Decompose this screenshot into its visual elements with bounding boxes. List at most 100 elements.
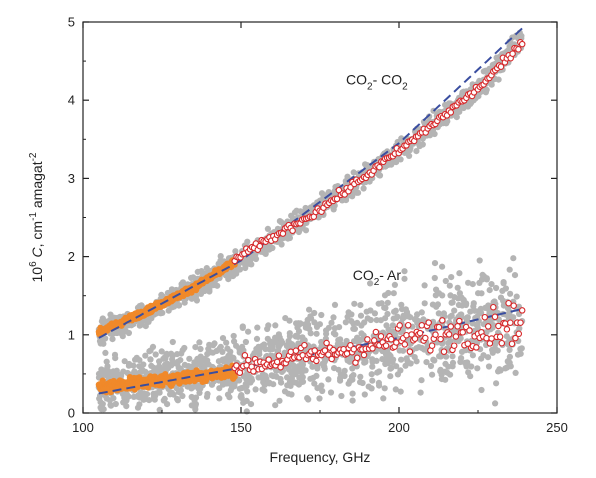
averaged-point-co2-ar: [246, 357, 251, 362]
raw-point-co2-ar: [397, 347, 403, 353]
annotation-text: - CO: [373, 72, 403, 88]
raw-point-co2-ar: [325, 376, 331, 382]
raw-point-co2-ar: [358, 322, 364, 328]
raw-point-co2-ar: [504, 333, 510, 339]
raw-point-co2-ar: [305, 325, 311, 331]
raw-point-co2-co2: [484, 87, 490, 93]
raw-point-co2-ar: [367, 307, 373, 313]
averaged-point-co2-ar: [293, 348, 298, 353]
raw-point-co2-ar: [104, 359, 110, 365]
raw-point-co2-co2: [143, 323, 149, 329]
averaged-point-co2-ar: [499, 341, 504, 346]
raw-point-co2-ar: [305, 396, 311, 402]
raw-point-co2-ar: [223, 359, 229, 365]
raw-point-co2-ar: [436, 290, 442, 296]
averaged-point-co2-ar: [383, 343, 388, 348]
raw-point-co2-ar: [369, 356, 375, 362]
raw-point-co2-ar: [295, 334, 301, 340]
raw-point-co2-ar: [296, 382, 302, 388]
raw-point-co2-ar: [414, 358, 420, 364]
raw-point-co2-ar: [442, 377, 448, 383]
raw-point-co2-ar: [457, 290, 463, 296]
averaged-point-co2-ar: [370, 346, 375, 351]
raw-point-co2-ar: [243, 376, 249, 382]
averaged-point-co2-ar: [491, 305, 496, 310]
raw-point-co2-ar: [270, 344, 276, 350]
raw-point-co2-ar: [286, 318, 292, 324]
raw-point-co2-ar: [460, 297, 466, 303]
raw-point-co2-ar: [507, 360, 513, 366]
raw-point-co2-ar: [337, 375, 343, 381]
raw-point-co2-ar: [296, 375, 302, 381]
raw-point-co2-ar: [478, 387, 484, 393]
raw-point-co2-ar: [429, 372, 435, 378]
raw-point-co2-ar: [178, 351, 184, 357]
averaged-point-co2-ar: [467, 328, 472, 333]
raw-point-co2-ar: [328, 389, 334, 395]
averaged-point-co2-co2: [510, 51, 515, 56]
raw-point-co2-ar: [210, 342, 216, 348]
raw-point-co2-ar: [307, 313, 313, 319]
raw-point-co2-ar: [314, 324, 320, 330]
raw-point-co2-ar: [418, 390, 424, 396]
y-axis-title: 106 C, cm-1 amagat-2: [28, 152, 45, 282]
raw-point-co2-ar: [196, 361, 202, 367]
x-tick-label: 150: [230, 420, 252, 435]
raw-point-co2-ar: [468, 363, 474, 369]
raw-point-co2-ar: [253, 386, 259, 392]
raw-point-co2-ar: [335, 337, 341, 343]
averaged-point-co2-ar: [518, 320, 523, 325]
raw-point-co2-co2: [277, 218, 283, 224]
averaged-point-co2-ar: [509, 341, 514, 346]
raw-point-co2-ar: [161, 397, 167, 403]
raw-point-co2-ar: [254, 325, 260, 331]
raw-point-co2-co2: [100, 315, 106, 321]
raw-point-co2-ar: [350, 326, 356, 332]
raw-point-co2-ar: [202, 358, 208, 364]
raw-point-co2-ar: [480, 272, 486, 278]
averaged-point-co2-ar: [452, 343, 457, 348]
raw-point-co2-ar: [130, 363, 136, 369]
raw-point-co2-ar: [357, 302, 363, 308]
averaged-point-co2-ar: [355, 355, 360, 360]
raw-point-co2-ar: [362, 359, 368, 365]
raw-point-co2-ar: [237, 386, 243, 392]
averaged-point-co2-ar: [474, 345, 479, 350]
averaged-point-co2-ar: [426, 320, 431, 325]
raw-point-co2-ar: [102, 350, 108, 356]
averaged-point-co2-ar: [314, 358, 319, 363]
raw-point-co2-ar: [284, 382, 290, 388]
raw-point-co2-ar: [330, 314, 336, 320]
averaged-point-co2-ar: [407, 349, 412, 354]
raw-point-co2-ar: [422, 300, 428, 306]
averaged-point-co2-co2: [257, 243, 262, 248]
raw-point-co2-ar: [162, 362, 168, 368]
raw-point-co2-ar: [507, 267, 513, 273]
raw-point-co2-ar: [449, 353, 455, 359]
raw-point-co2-ar: [503, 285, 509, 291]
averaged-point-co2-ar: [503, 321, 508, 326]
raw-point-co2-ar: [295, 320, 301, 326]
raw-point-co2-ar: [391, 309, 397, 315]
y-title-unit1: , cm: [29, 221, 45, 247]
raw-point-co2-ar: [338, 393, 344, 399]
raw-point-co2-ar: [449, 313, 455, 319]
raw-point-co2-ar: [290, 379, 296, 385]
raw-point-co2-ar: [357, 374, 363, 380]
raw-point-co2-co2: [176, 302, 182, 308]
raw-point-co2-co2: [393, 159, 399, 165]
raw-point-co2-ar: [510, 314, 516, 320]
raw-point-co2-co2: [361, 185, 367, 191]
raw-point-co2-ar: [379, 300, 385, 306]
raw-point-co2-ar: [153, 351, 159, 357]
y-tick-label: 4: [68, 93, 75, 108]
y-title-unit2: amagat: [29, 161, 45, 212]
y-title-unit2-exp: -2: [28, 152, 39, 161]
raw-point-co2-co2: [303, 227, 309, 233]
raw-point-co2-ar: [401, 276, 407, 282]
raw-point-co2-co2: [343, 197, 349, 203]
raw-point-co2-ar: [513, 370, 519, 376]
raw-point-co2-ar: [465, 280, 471, 286]
raw-point-co2-co2: [226, 272, 232, 278]
raw-point-co2-ar: [350, 391, 356, 397]
